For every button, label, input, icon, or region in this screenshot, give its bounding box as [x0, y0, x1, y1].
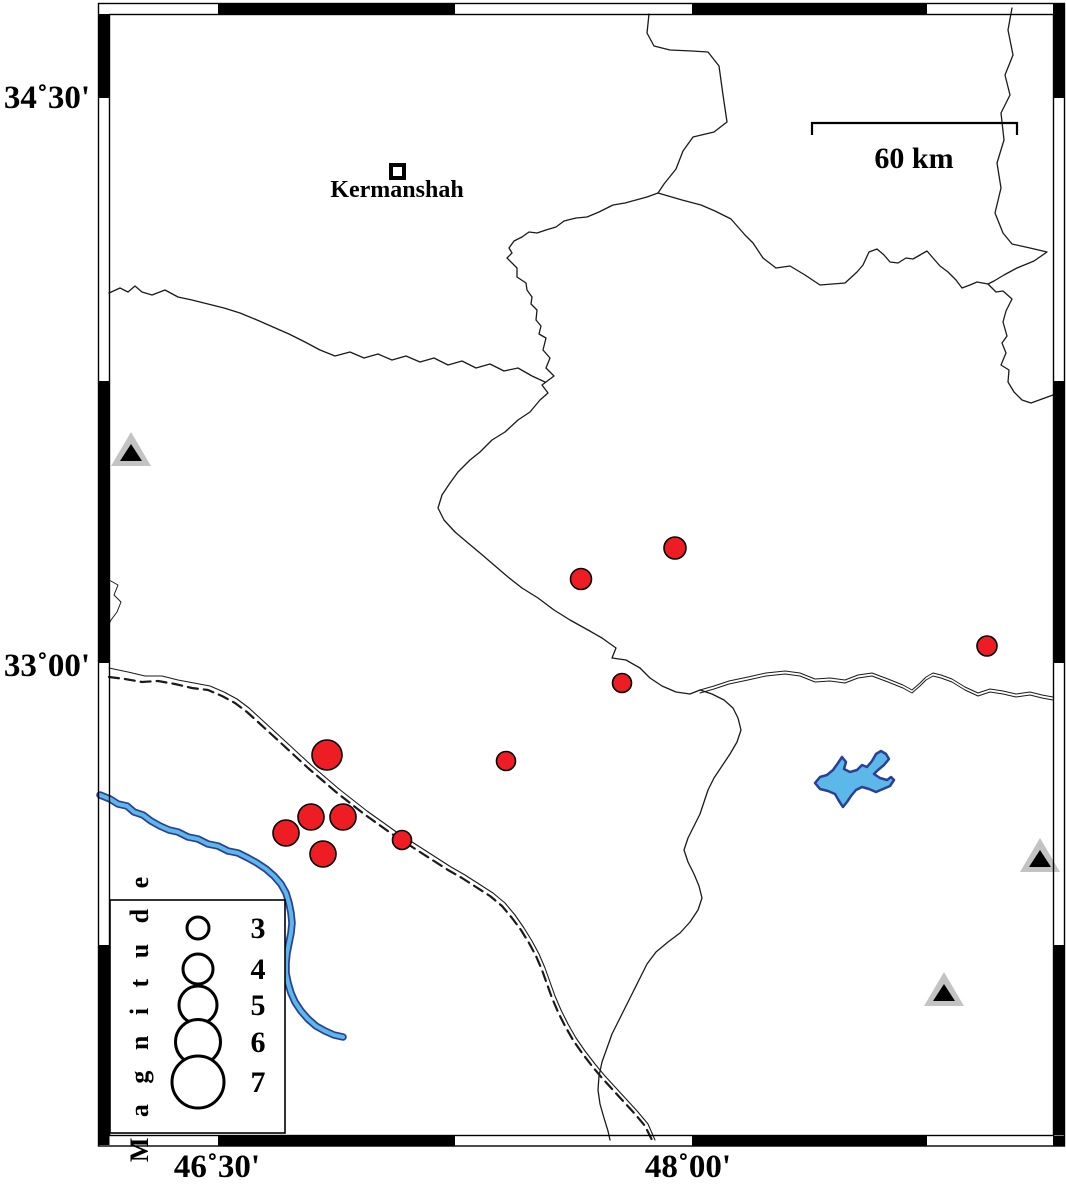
- legend-value-4: 4: [251, 953, 266, 986]
- epicenter-marker: [391, 829, 413, 851]
- frame-seg: [692, 1135, 927, 1146]
- legend-size-circle: [170, 1054, 226, 1110]
- boundary-lines: [107, 7, 1054, 1142]
- frame-seg: [99, 945, 110, 1145]
- boundary-33n-east: [699, 670, 1054, 698]
- scale-bar: [810, 121, 1019, 135]
- axis-label-lon-4630: 46˚30': [174, 1149, 260, 1184]
- epicenter-marker: [272, 819, 300, 847]
- province-boundary-east: [657, 192, 1054, 404]
- frame-seg: [1053, 14, 1064, 98]
- legend-value-5: 5: [251, 989, 266, 1022]
- scale-bar-line: [810, 121, 1019, 135]
- epicenter-marker: [495, 750, 517, 772]
- epicenter-marker: [329, 803, 357, 831]
- city-label: Kermanshah: [330, 177, 463, 203]
- legend-size-circle: [181, 952, 215, 986]
- legend-title: M a g n i t u d e: [125, 870, 154, 1162]
- province-boundary-north: [646, 13, 728, 194]
- epicenter-marker: [311, 739, 343, 771]
- epicenter-layer: [272, 536, 998, 868]
- legend-box: M a g n i t u d e 3 4 5 6 7: [109, 870, 286, 1162]
- boundary-west-mid: [108, 285, 546, 383]
- frame-seg: [99, 14, 110, 98]
- legend-size-circle: [185, 915, 211, 941]
- city-marker: [389, 163, 406, 180]
- epicenter-marker: [569, 567, 593, 591]
- frame-seg: [1053, 1135, 1064, 1146]
- province-boundary-northeast-corner: [987, 7, 1048, 285]
- frame-seg: [99, 381, 110, 663]
- frame-seg: [1053, 945, 1064, 1135]
- legend-value-7: 7: [251, 1066, 266, 1099]
- epicenter-marker: [611, 672, 633, 694]
- river-water: [98, 793, 345, 1039]
- boundary-left-edge-squiggle: [108, 579, 122, 625]
- epicenter-marker: [663, 536, 687, 560]
- legend-circles: [170, 915, 226, 1110]
- frame-seg: [692, 4, 927, 15]
- axis-label-lat-3430: 34˚30': [4, 80, 90, 116]
- axis-label-lat-3300: 33˚00': [4, 648, 90, 684]
- legend-value-3: 3: [251, 912, 266, 945]
- station-layer: [111, 432, 1060, 1006]
- lake: [813, 749, 896, 809]
- international-border-dashed: [107, 675, 654, 1142]
- frame-seg: [218, 4, 455, 15]
- border-solid-companion: [108, 667, 656, 1141]
- map-frame: [97, 2, 1066, 1147]
- station-marker-inner: [1029, 850, 1051, 867]
- province-boundary-central: [437, 192, 701, 695]
- frame-seg: [1053, 381, 1064, 663]
- epicenter-marker: [976, 635, 998, 657]
- river: [96, 791, 347, 1041]
- frame-seg: [218, 1135, 455, 1146]
- frame-seg: [1053, 4, 1064, 15]
- scale-bar-label: 60 km: [874, 142, 953, 175]
- station-marker-inner: [933, 984, 955, 1001]
- epicenter-marker: [309, 840, 337, 868]
- legend-value-6: 6: [251, 1026, 266, 1059]
- province-boundary-south: [597, 689, 742, 1141]
- boundary-33n-east-echo: [699, 673, 1054, 701]
- station-marker-inner: [120, 444, 142, 461]
- axis-label-lon-4800: 48˚00': [645, 1149, 731, 1184]
- epicenter-marker: [297, 803, 325, 831]
- frame-outer: [97, 2, 1066, 1147]
